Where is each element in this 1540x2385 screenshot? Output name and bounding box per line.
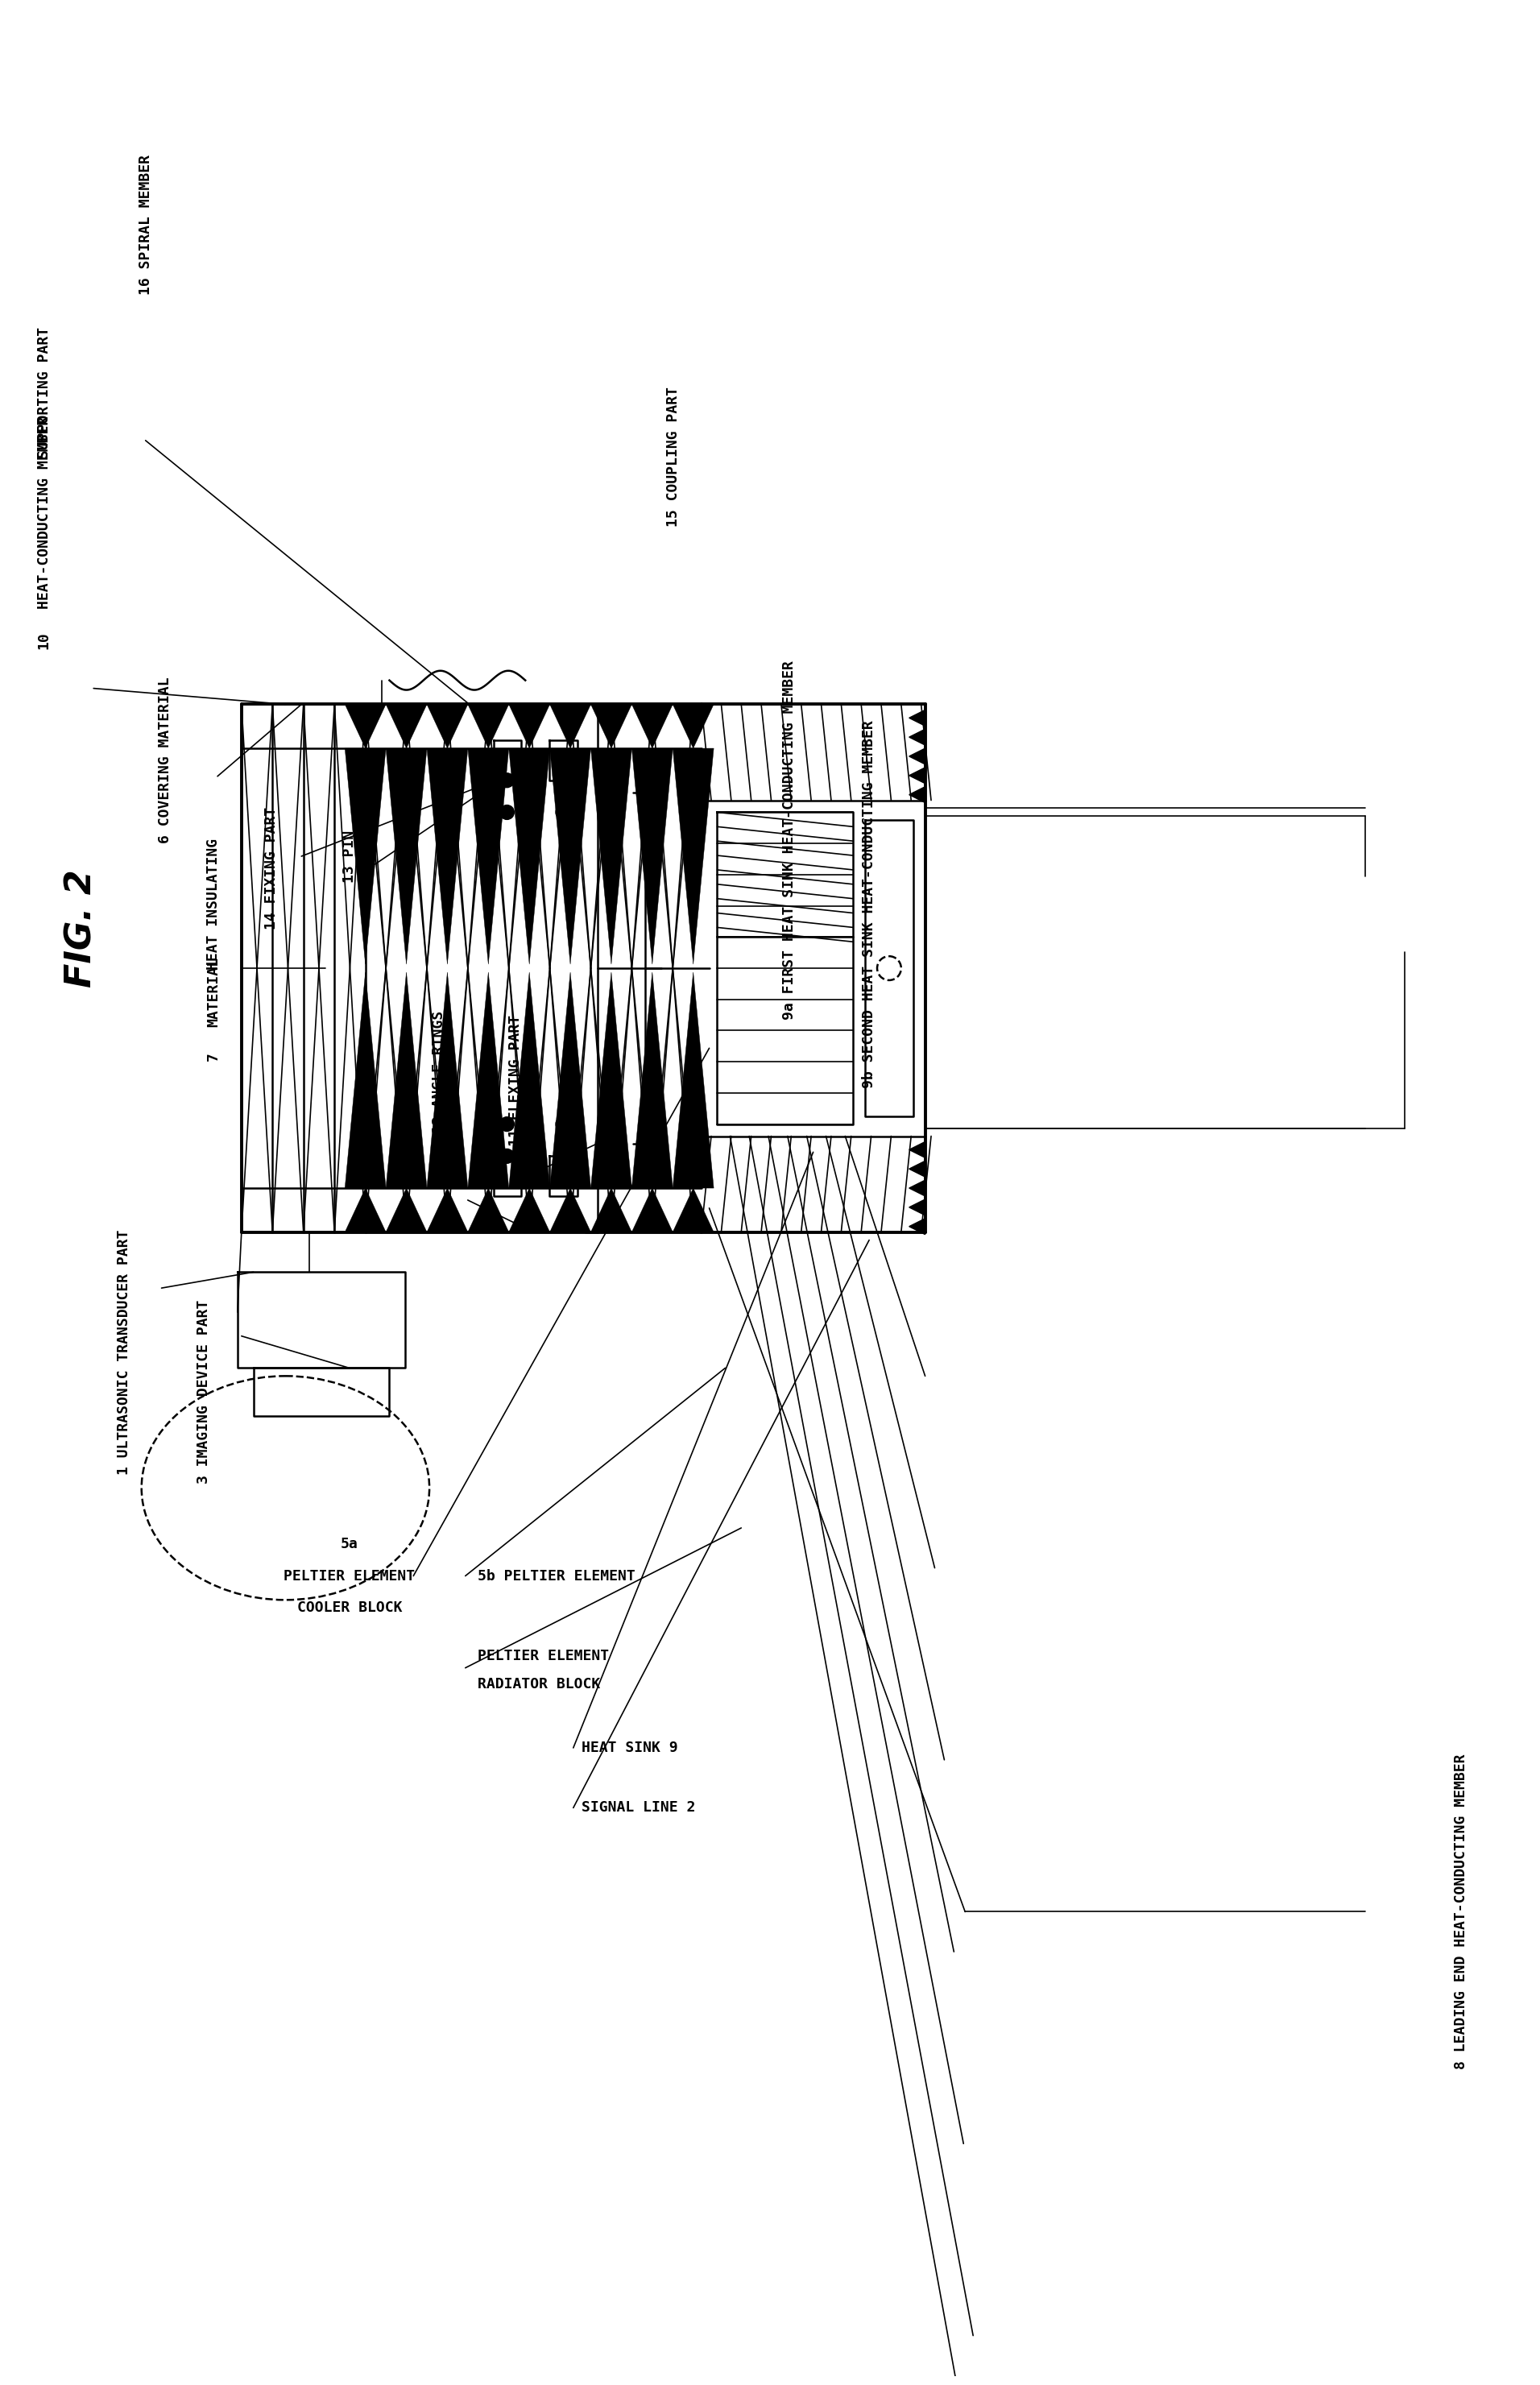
Polygon shape <box>345 1188 387 1233</box>
Text: 5b PELTIER ELEMENT: 5b PELTIER ELEMENT <box>477 1569 634 1584</box>
Polygon shape <box>909 1219 926 1235</box>
Text: MATERIAL: MATERIAL <box>206 956 220 1028</box>
Text: 8 LEADING END HEAT-CONDUCTING MEMBER: 8 LEADING END HEAT-CONDUCTING MEMBER <box>1454 1753 1468 2070</box>
Polygon shape <box>591 704 631 749</box>
Polygon shape <box>591 1188 631 1233</box>
Text: 11 FLEXING PART: 11 FLEXING PART <box>508 1014 524 1145</box>
Polygon shape <box>427 704 468 749</box>
Text: 10: 10 <box>37 632 51 649</box>
Text: COOLER BLOCK: COOLER BLOCK <box>297 1600 402 1615</box>
Circle shape <box>556 1116 570 1130</box>
Polygon shape <box>909 711 926 725</box>
Polygon shape <box>427 1188 468 1233</box>
Polygon shape <box>508 704 550 749</box>
Text: SIGNAL LINE 2: SIGNAL LINE 2 <box>581 1801 695 1815</box>
Polygon shape <box>631 973 673 1188</box>
Circle shape <box>500 1150 514 1164</box>
Polygon shape <box>468 1188 508 1233</box>
Circle shape <box>556 773 570 787</box>
Text: 16 SPIRAL MEMBER: 16 SPIRAL MEMBER <box>139 155 152 296</box>
Polygon shape <box>427 749 468 964</box>
Text: HEAT SINK 9: HEAT SINK 9 <box>581 1741 678 1755</box>
Circle shape <box>500 773 514 787</box>
Polygon shape <box>345 749 387 964</box>
Text: 14 FIXING PART: 14 FIXING PART <box>263 806 279 930</box>
Text: 9b SECOND HEAT SINK HEAT-CONDUCTING MEMBER: 9b SECOND HEAT SINK HEAT-CONDUCTING MEMB… <box>862 720 876 1088</box>
Text: PELTIER ELEMENT: PELTIER ELEMENT <box>283 1569 416 1584</box>
Polygon shape <box>387 704 427 749</box>
Circle shape <box>500 1116 514 1130</box>
Text: SUPPORTING PART: SUPPORTING PART <box>37 327 51 458</box>
Polygon shape <box>550 704 591 749</box>
Polygon shape <box>631 749 673 964</box>
Polygon shape <box>909 1161 926 1176</box>
Text: HEAT-CONDUCTING MEMBER: HEAT-CONDUCTING MEMBER <box>37 415 51 608</box>
Polygon shape <box>387 973 427 1188</box>
Circle shape <box>500 806 514 820</box>
Polygon shape <box>673 973 713 1188</box>
Polygon shape <box>631 704 673 749</box>
Polygon shape <box>387 1188 427 1233</box>
Polygon shape <box>909 1142 926 1157</box>
Polygon shape <box>508 749 550 964</box>
Text: 12 ANGLE RINGS: 12 ANGLE RINGS <box>431 1011 447 1133</box>
Polygon shape <box>468 704 508 749</box>
Polygon shape <box>468 749 508 964</box>
Polygon shape <box>909 1181 926 1197</box>
Polygon shape <box>550 749 591 964</box>
Polygon shape <box>631 1188 673 1233</box>
Polygon shape <box>591 749 631 964</box>
Text: 7: 7 <box>206 1052 220 1061</box>
Circle shape <box>556 806 570 820</box>
Polygon shape <box>909 1200 926 1216</box>
Circle shape <box>556 1150 570 1164</box>
Text: 9a FIRST HEAT SINK HEAT-CONDUCTING MEMBER: 9a FIRST HEAT SINK HEAT-CONDUCTING MEMBE… <box>782 661 796 1021</box>
Text: RADIATOR BLOCK: RADIATOR BLOCK <box>477 1677 601 1691</box>
Polygon shape <box>673 749 713 964</box>
Text: FIG. 2: FIG. 2 <box>65 868 99 987</box>
Polygon shape <box>909 768 926 785</box>
Text: 1 ULTRASONIC TRANSDUCER PART: 1 ULTRASONIC TRANSDUCER PART <box>117 1228 131 1474</box>
Polygon shape <box>909 749 926 763</box>
Polygon shape <box>345 704 387 749</box>
Polygon shape <box>673 704 713 749</box>
Polygon shape <box>508 973 550 1188</box>
Text: 5a: 5a <box>340 1536 359 1550</box>
Polygon shape <box>591 973 631 1188</box>
Text: 13 PIN: 13 PIN <box>342 830 357 882</box>
Polygon shape <box>508 1188 550 1233</box>
Text: PELTIER ELEMENT: PELTIER ELEMENT <box>477 1648 608 1662</box>
Polygon shape <box>550 973 591 1188</box>
Text: 15 COUPLING PART: 15 COUPLING PART <box>665 386 681 527</box>
Polygon shape <box>550 1188 591 1233</box>
Polygon shape <box>909 730 926 744</box>
Polygon shape <box>673 1188 713 1233</box>
Text: 3 IMAGING DEVICE PART: 3 IMAGING DEVICE PART <box>197 1300 211 1483</box>
Text: HEAT INSULATING: HEAT INSULATING <box>206 840 220 971</box>
Polygon shape <box>909 787 926 804</box>
Polygon shape <box>468 973 508 1188</box>
Polygon shape <box>345 973 387 1188</box>
Polygon shape <box>387 749 427 964</box>
Text: 6 COVERING MATERIAL: 6 COVERING MATERIAL <box>159 677 172 844</box>
Polygon shape <box>427 973 468 1188</box>
